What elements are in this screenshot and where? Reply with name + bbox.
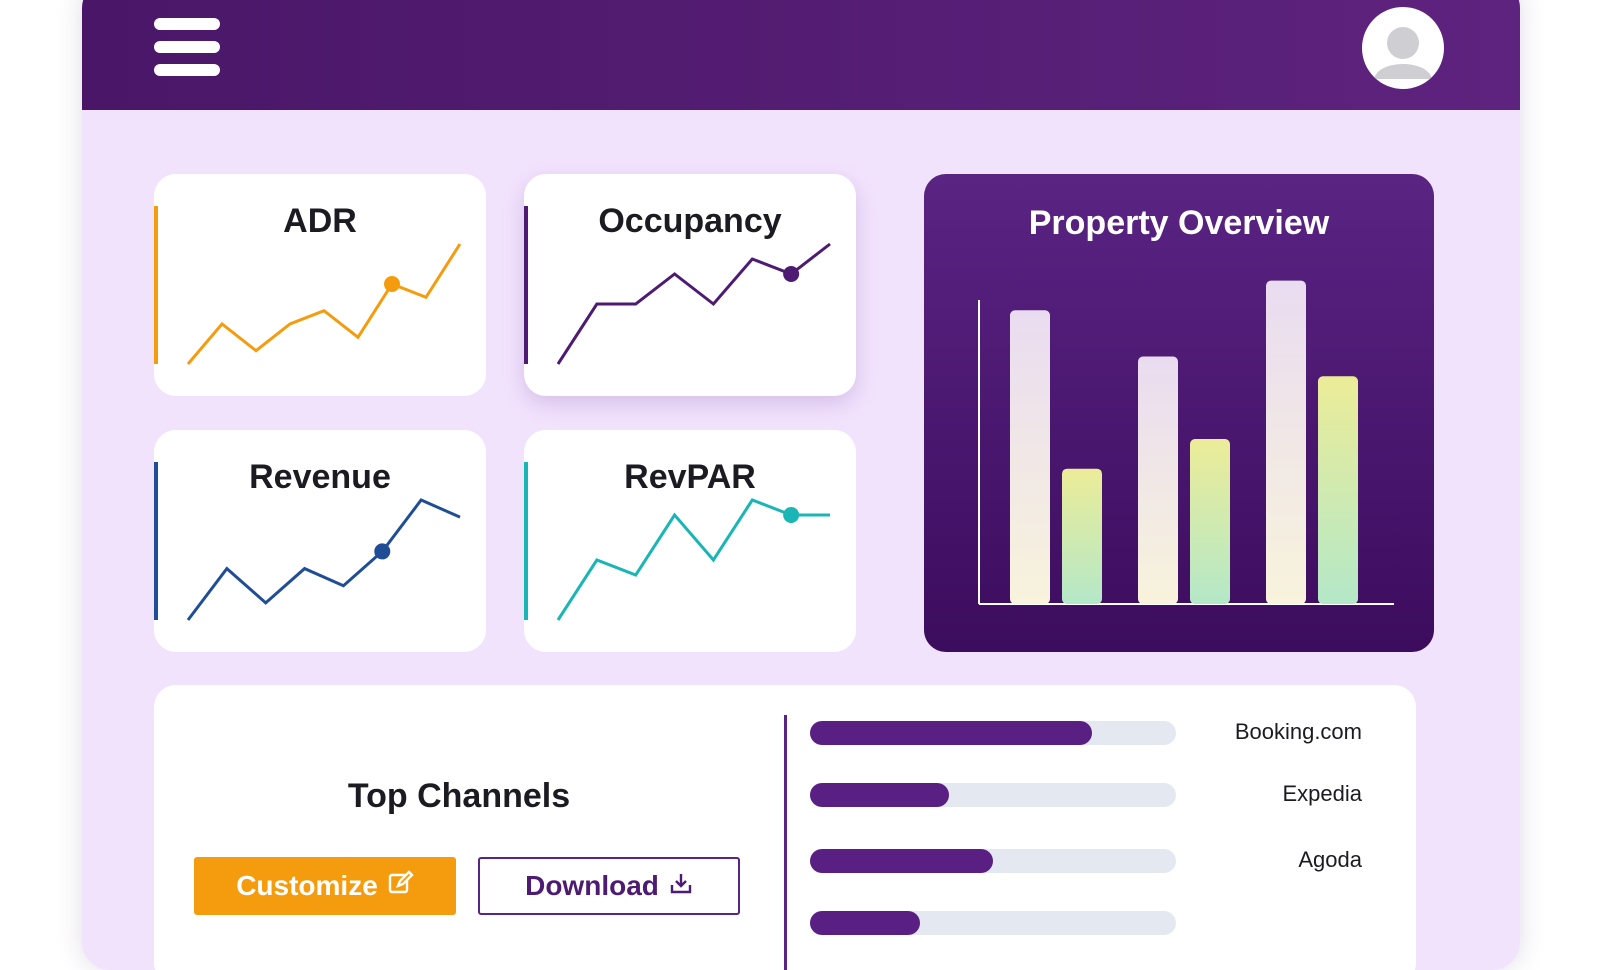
channel-fill [810,783,950,807]
occupancy-card[interactable]: Occupancy [524,174,856,396]
revpar-accent [524,462,528,620]
sparkline-highlight-point [783,507,800,523]
channel-row [810,911,1400,937]
occupancy-sparkline [556,242,831,365]
adr-title: ADR [283,202,357,240]
channel-track [810,911,1176,935]
channel-track [810,849,1176,873]
overview-bar [1190,439,1230,604]
channel-label: Booking.com [1234,719,1362,744]
download-icon [669,870,693,902]
channel-track [810,783,1176,807]
revpar-title: RevPAR [624,458,756,496]
download-label: Download [525,870,659,901]
occupancy-accent [524,206,528,364]
overview-bar [1010,310,1050,604]
occupancy-title: Occupancy [598,202,782,240]
dashboard-window: ADR Occupancy Revenue RevPAR Property Ov… [82,0,1520,970]
customize-button[interactable]: Customize [194,857,456,915]
revenue-title: Revenue [249,458,391,496]
revenue-sparkline [186,498,461,621]
overview-bar [1266,280,1306,604]
sparkline-path [186,498,461,621]
adr-accent [154,206,158,364]
channel-row: Booking.com [810,719,1400,747]
top-bar [82,0,1520,110]
adr-card[interactable]: ADR [154,174,486,396]
revpar-card[interactable]: RevPAR [524,430,856,652]
overview-bar [1318,376,1358,604]
sparkline-path [556,242,831,365]
channel-fill [810,911,920,935]
channel-row: Agoda [810,847,1400,875]
channel-row: Expedia [810,781,1400,809]
top-channels-title: Top Channels [347,777,571,815]
property-overview-title: Property Overview [1028,204,1330,242]
overview-bar [1062,468,1102,604]
revpar-sparkline [556,498,830,621]
overview-bar [1138,356,1178,604]
channel-track [810,721,1176,745]
channel-label: Expedia [1282,781,1362,806]
sparkline-highlight-point [384,276,400,292]
adr-sparkline [186,243,462,365]
revenue-accent [154,462,158,620]
revenue-card[interactable]: Revenue [154,430,486,652]
property-overview-card: Property Overview [924,174,1434,652]
customize-label: Customize [236,870,378,901]
channel-fill [810,721,1092,745]
sparkline-highlight-point [374,543,391,560]
channel-fill [810,849,993,873]
channel-label: Agoda [1298,847,1362,872]
hamburger-menu-icon[interactable] [154,14,220,80]
property-overview-chart [978,280,1394,605]
channels-divider [784,715,787,970]
user-avatar-icon[interactable] [1362,7,1444,89]
edit-icon [388,869,414,903]
top-channels-card: Top Channels Customize Download [154,685,1416,970]
download-button[interactable]: Download [478,857,740,915]
sparkline-highlight-point [783,266,800,282]
sparkline-path [186,243,462,365]
